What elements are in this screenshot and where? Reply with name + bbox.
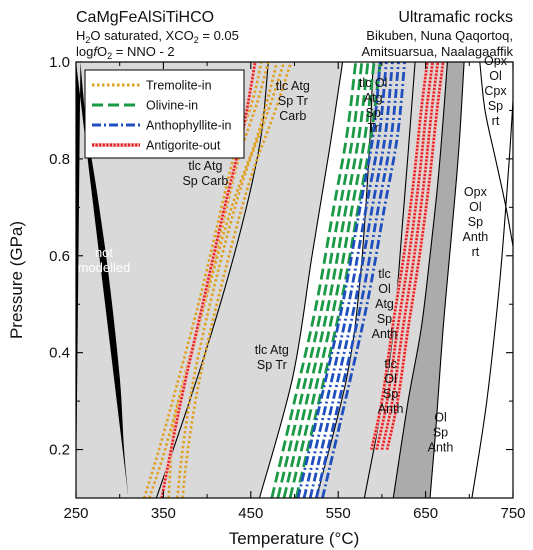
field-label-ol-sp-anth-2: Anth: [428, 441, 454, 455]
antigorite-out-curve-3: [380, 62, 440, 450]
chart-header-left: CaMgFeAlSiTiHCO H2O saturated, XCO2 = 0.…: [76, 9, 239, 61]
anthophyllite-in-curve-2: [308, 62, 394, 498]
legend-label-3: Antigorite-out: [146, 139, 221, 153]
x-tick-label-450: 450: [238, 505, 263, 522]
field-label-tlc-atg-sp-carb-1: Sp Carb: [182, 174, 228, 188]
field-label-ol-sp-anth-0: Ol: [434, 411, 447, 425]
field-label-opx-ol-sp-anth-rt-2: Sp: [468, 215, 483, 229]
antigorite-out-curve-2: [375, 62, 434, 450]
tremolite-in-curve-3: [181, 62, 293, 498]
olivine-in-curve-2: [282, 62, 370, 498]
boundary-atg-out: [363, 62, 416, 498]
field-label-tlc-atg-sp-tr-1: Sp Tr: [257, 358, 287, 372]
legend-label-0: Tremolite-in: [146, 79, 212, 93]
title-locations-1: Bikuben, Nuna Qaqortoq,: [366, 28, 513, 43]
y-tick-label-4: 1.0: [49, 54, 70, 71]
title-rocks: Ultramafic rocks: [398, 9, 513, 26]
field-label-tlc-ol-atg-sp-anth-4: Anth: [372, 327, 398, 341]
x-tick-label-650: 650: [413, 505, 438, 522]
field-label-tlc-atg-sp-tr-0: tlc Atg: [255, 343, 289, 357]
antigorite-out-curve-4: [385, 62, 445, 450]
tremolite-in-curve-1: [148, 62, 270, 498]
x-tick-label-550: 550: [326, 505, 351, 522]
axis-ticks: 250 350 450 550 650 750 0.2 0.4 0.6 0.8 1.0: [49, 54, 525, 522]
field-label-tlc-atg-sp-tr-carb-1: Sp Tr: [278, 94, 308, 108]
field-boundaries: [155, 62, 513, 498]
boundary-tlc-out: [392, 62, 448, 498]
field-label-opx-ol-cpx-sp-rt-3: Sp: [488, 99, 503, 113]
title-h2o: H2O saturated, XCO2 = 0.05: [76, 28, 239, 45]
antigorite-out-curve-1: [370, 62, 429, 450]
y-tick-label-0: 0.2: [49, 442, 70, 459]
field-label-opx-ol-cpx-sp-rt-2: Cpx: [484, 84, 507, 98]
field-opx-ol: [430, 62, 513, 498]
field-label-opx-ol-cpx-sp-rt-1: Ol: [489, 69, 502, 83]
field-label-tlc-atg-sp-carb-0: tlc Atg: [188, 159, 222, 173]
title-fo2: logfO2 = NNO - 2: [76, 44, 175, 61]
anthophyllite-in-curve-0: [296, 62, 382, 498]
olivine-in-curve-1: [276, 62, 364, 498]
title-system: CaMgFeAlSiTiHCO: [76, 9, 214, 26]
olivine-in-curve-0: [270, 62, 358, 498]
boundary-anth-out: [471, 100, 513, 498]
field-label-opx-ol-sp-anth-rt-0: Opx: [464, 185, 488, 199]
field-label-tlc-ol-atg-sp-anth-1: Ol: [378, 282, 391, 296]
legend: Tremolite-in Olivine-in Anthophyllite-in An…: [84, 69, 245, 159]
y-tick-label-3: 0.8: [49, 151, 70, 168]
legend-label-1: Olivine-in: [146, 99, 198, 113]
field-label-tlc-ol-sp-anth-0: tlc: [384, 357, 397, 371]
field-label-opx-ol-sp-anth-rt-3: Anth: [463, 230, 489, 244]
anthophyllite-in-curve-1: [302, 62, 388, 498]
olivine-in-curve-4: [294, 62, 382, 498]
tremolite-in-curve-0: [142, 62, 263, 498]
field-label-tlc-ol-atg-sp-anth-2: Atg: [375, 297, 394, 311]
x-tick-label-750: 750: [500, 505, 525, 522]
field-label-tlc-atg-sp-tr-carb-0: tlc Atg: [276, 79, 310, 93]
field-label-tlc-atg-sp-tr-carb-2: Carb: [279, 109, 306, 123]
field-label-tlc-ol-sp-anth-3: Anth: [378, 402, 404, 416]
field-label-opx-ol-cpx-sp-rt-0: Opx: [484, 54, 508, 68]
boundary-cpx-in: [479, 62, 513, 247]
field-white-strip: [259, 62, 374, 498]
field-label-opx-ol-sp-anth-rt-4: rt: [472, 245, 480, 259]
y-tick-label-2: 0.6: [49, 248, 70, 265]
field-label-tlc-ol-sp-anth-1: Ol: [384, 372, 397, 386]
field-label-tlc-ol-atg-sp-tr-1: Atg: [364, 91, 383, 105]
tremolite-in-curve-2: [176, 62, 286, 498]
field-label-tlc-ol-atg-sp-tr-3: Tr: [368, 121, 379, 135]
tremolite-in-curve-4: [167, 62, 279, 498]
olivine-in-curve-3: [288, 62, 376, 498]
anthophyllite-in-curve-4: [321, 62, 406, 498]
field-label-tlc-ol-atg-sp-tr-2: Sp: [366, 106, 381, 120]
x-tick-label-350: 350: [151, 505, 176, 522]
anthophyllite-in-curve-3: [315, 62, 400, 498]
field-label-ol-sp-anth-1: Sp: [433, 426, 448, 440]
x-axis-title: Temperature (°C): [229, 529, 360, 548]
field-not-modelled: [76, 62, 129, 498]
chart-header-right: Ultramafic rocks Bikuben, Nuna Qaqortoq,…: [361, 9, 513, 59]
field-ol-sp-anth: [393, 62, 465, 498]
y-axis-title: Pressure (GPa): [7, 221, 26, 339]
x-tick-label-250: 250: [63, 505, 88, 522]
field-label-not-modelled-0: not: [95, 245, 113, 260]
legend-label-2: Anthophyllite-in: [146, 119, 232, 133]
field-label-opx-ol-cpx-sp-rt-4: rt: [492, 114, 500, 128]
y-tick-label-1: 0.4: [49, 345, 70, 362]
field-label-not-modelled-1: modelled: [78, 260, 131, 275]
boundary-anth-in-solid: [429, 62, 465, 498]
boundary-carb-out: [155, 62, 269, 498]
field-label-tlc-ol-sp-anth-2: Sp: [383, 387, 398, 401]
field-label-tlc-ol-atg-sp-anth-0: tlc: [378, 267, 391, 281]
field-label-tlc-ol-atg-sp-anth-3: Sp: [377, 312, 392, 326]
boundary-carb-out-2: [258, 62, 344, 498]
field-label-tlc-ol-atg-sp-tr-0: tlc Ol: [359, 76, 387, 90]
title-locations-2: Amitsuarsua, Naalagaaffik: [361, 44, 513, 59]
field-label-opx-ol-sp-anth-rt-1: Ol: [469, 200, 482, 214]
